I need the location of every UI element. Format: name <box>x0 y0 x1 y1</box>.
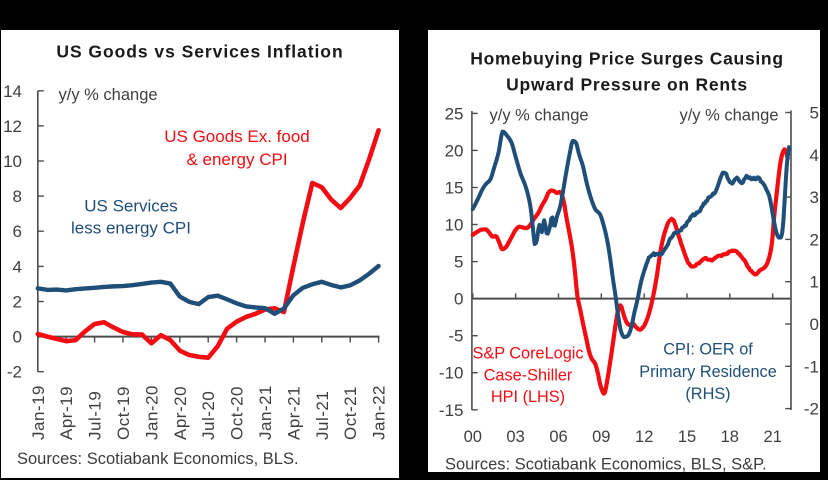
svg-text:3: 3 <box>810 188 819 207</box>
svg-text:Jul-19: Jul-19 <box>86 391 105 440</box>
svg-text:12: 12 <box>3 117 22 136</box>
svg-text:06: 06 <box>549 428 567 446</box>
svg-text:10: 10 <box>445 216 464 235</box>
svg-text:Apr-19: Apr-19 <box>57 386 76 440</box>
svg-text:10: 10 <box>3 152 22 171</box>
svg-text:& energy CPI: & energy CPI <box>186 150 287 169</box>
svg-text:Homebuying Price Surges Causin: Homebuying Price Surges Causing <box>470 49 783 69</box>
svg-text:18: 18 <box>721 428 739 446</box>
svg-text:Sources: Scotiabank Economics,: Sources: Scotiabank Economics, BLS, S&P. <box>445 456 767 474</box>
svg-text:y/y % change: y/y % change <box>490 107 589 125</box>
svg-text:Apr-21: Apr-21 <box>284 386 303 440</box>
svg-text:4: 4 <box>13 257 22 276</box>
svg-text:-10: -10 <box>439 364 464 383</box>
svg-text:21: 21 <box>764 428 782 446</box>
svg-text:Jan-21: Jan-21 <box>256 385 275 440</box>
svg-text:0: 0 <box>810 315 819 334</box>
svg-text:HPI (LHS): HPI (LHS) <box>491 388 565 406</box>
svg-text:15: 15 <box>678 428 696 446</box>
svg-text:less energy CPI: less energy CPI <box>71 218 191 237</box>
svg-text:1: 1 <box>810 273 819 292</box>
svg-text:00: 00 <box>464 428 482 446</box>
svg-text:(RHS): (RHS) <box>685 385 730 403</box>
svg-text:Upward Pressure on Rents: Upward Pressure on Rents <box>506 75 748 95</box>
svg-text:Oct-20: Oct-20 <box>228 386 247 440</box>
svg-text:Oct-19: Oct-19 <box>114 386 133 440</box>
svg-text:4: 4 <box>810 146 819 165</box>
svg-text:-2: -2 <box>804 400 819 419</box>
svg-text:Apr-20: Apr-20 <box>171 386 190 440</box>
svg-text:09: 09 <box>592 428 610 446</box>
svg-text:Case-Shiller: Case-Shiller <box>484 367 573 385</box>
svg-text:y/y % change: y/y % change <box>59 86 158 104</box>
svg-text:Jul-21: Jul-21 <box>313 391 332 440</box>
svg-text:14: 14 <box>3 82 22 101</box>
svg-text:Jul-20: Jul-20 <box>199 391 218 440</box>
svg-text:12: 12 <box>635 428 653 446</box>
svg-text:Jan-19: Jan-19 <box>29 385 48 440</box>
svg-text:2: 2 <box>13 293 22 312</box>
svg-text:0: 0 <box>454 290 463 309</box>
svg-text:Jan-22: Jan-22 <box>370 385 389 440</box>
svg-text:03: 03 <box>506 428 524 446</box>
svg-text:US Goods vs Services Inflation: US Goods vs Services Inflation <box>56 42 343 62</box>
svg-text:y/y % change: y/y % change <box>679 107 778 125</box>
svg-text:US Goods Ex. food: US Goods Ex. food <box>164 127 310 146</box>
svg-text:-2: -2 <box>7 363 22 382</box>
svg-text:Primary Residence: Primary Residence <box>639 363 777 381</box>
svg-text:0: 0 <box>13 328 22 347</box>
svg-text:CPI: OER of: CPI: OER of <box>663 341 753 359</box>
svg-text:Sources: Scotiabank Economics,: Sources: Scotiabank Economics, BLS. <box>17 450 299 468</box>
svg-text:-15: -15 <box>439 401 464 420</box>
svg-text:5: 5 <box>810 104 819 123</box>
svg-text:5: 5 <box>454 253 463 272</box>
svg-text:25: 25 <box>445 104 464 123</box>
svg-text:8: 8 <box>13 187 22 206</box>
svg-text:15: 15 <box>445 179 464 198</box>
svg-text:2: 2 <box>810 230 819 249</box>
svg-text:US Services: US Services <box>84 197 178 216</box>
svg-text:6: 6 <box>13 222 22 241</box>
svg-text:Oct-21: Oct-21 <box>341 386 360 440</box>
svg-text:-5: -5 <box>448 327 463 346</box>
svg-text:S&P CoreLogic: S&P CoreLogic <box>472 345 583 363</box>
svg-text:Jan-20: Jan-20 <box>142 385 161 440</box>
svg-text:20: 20 <box>445 141 464 160</box>
svg-text:-1: -1 <box>804 357 819 376</box>
